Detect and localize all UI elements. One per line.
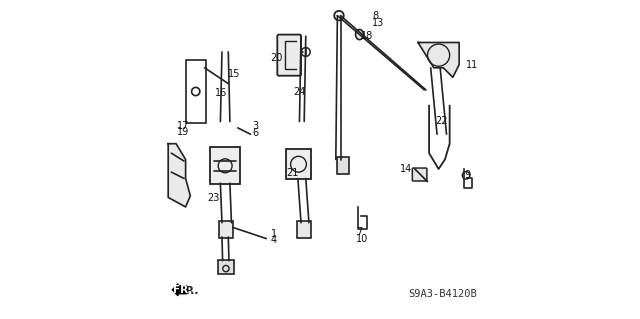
Text: 17: 17 (177, 121, 189, 130)
Text: 10: 10 (356, 234, 369, 244)
Text: 3: 3 (252, 122, 258, 131)
FancyBboxPatch shape (297, 220, 311, 238)
Text: 6: 6 (252, 128, 258, 138)
Text: 9: 9 (465, 170, 470, 181)
FancyBboxPatch shape (277, 34, 301, 76)
FancyBboxPatch shape (210, 147, 240, 184)
FancyBboxPatch shape (412, 168, 427, 181)
Text: 13: 13 (372, 18, 385, 28)
Text: 20: 20 (270, 54, 282, 63)
Text: 24: 24 (293, 87, 305, 97)
Text: 1: 1 (271, 229, 277, 239)
FancyBboxPatch shape (219, 220, 233, 238)
Text: 22: 22 (435, 116, 447, 126)
Text: S9A3-B4120B: S9A3-B4120B (408, 289, 477, 299)
Polygon shape (168, 144, 190, 207)
Text: 23: 23 (207, 193, 219, 203)
Text: FR.: FR. (179, 286, 199, 296)
Text: 14: 14 (400, 164, 412, 174)
Text: 19: 19 (177, 127, 189, 137)
Text: 15: 15 (228, 69, 240, 79)
Text: 16: 16 (215, 88, 227, 98)
Ellipse shape (356, 30, 364, 40)
Text: FR.: FR. (173, 285, 193, 295)
Text: 11: 11 (465, 60, 477, 70)
Text: 4: 4 (271, 235, 277, 245)
Polygon shape (418, 42, 459, 77)
Text: 7: 7 (356, 227, 363, 237)
FancyBboxPatch shape (218, 260, 234, 274)
FancyBboxPatch shape (286, 149, 312, 179)
Text: 8: 8 (372, 11, 378, 21)
Text: 18: 18 (361, 31, 373, 41)
Text: 21: 21 (286, 168, 298, 178)
FancyArrow shape (172, 284, 186, 296)
FancyBboxPatch shape (337, 157, 349, 174)
